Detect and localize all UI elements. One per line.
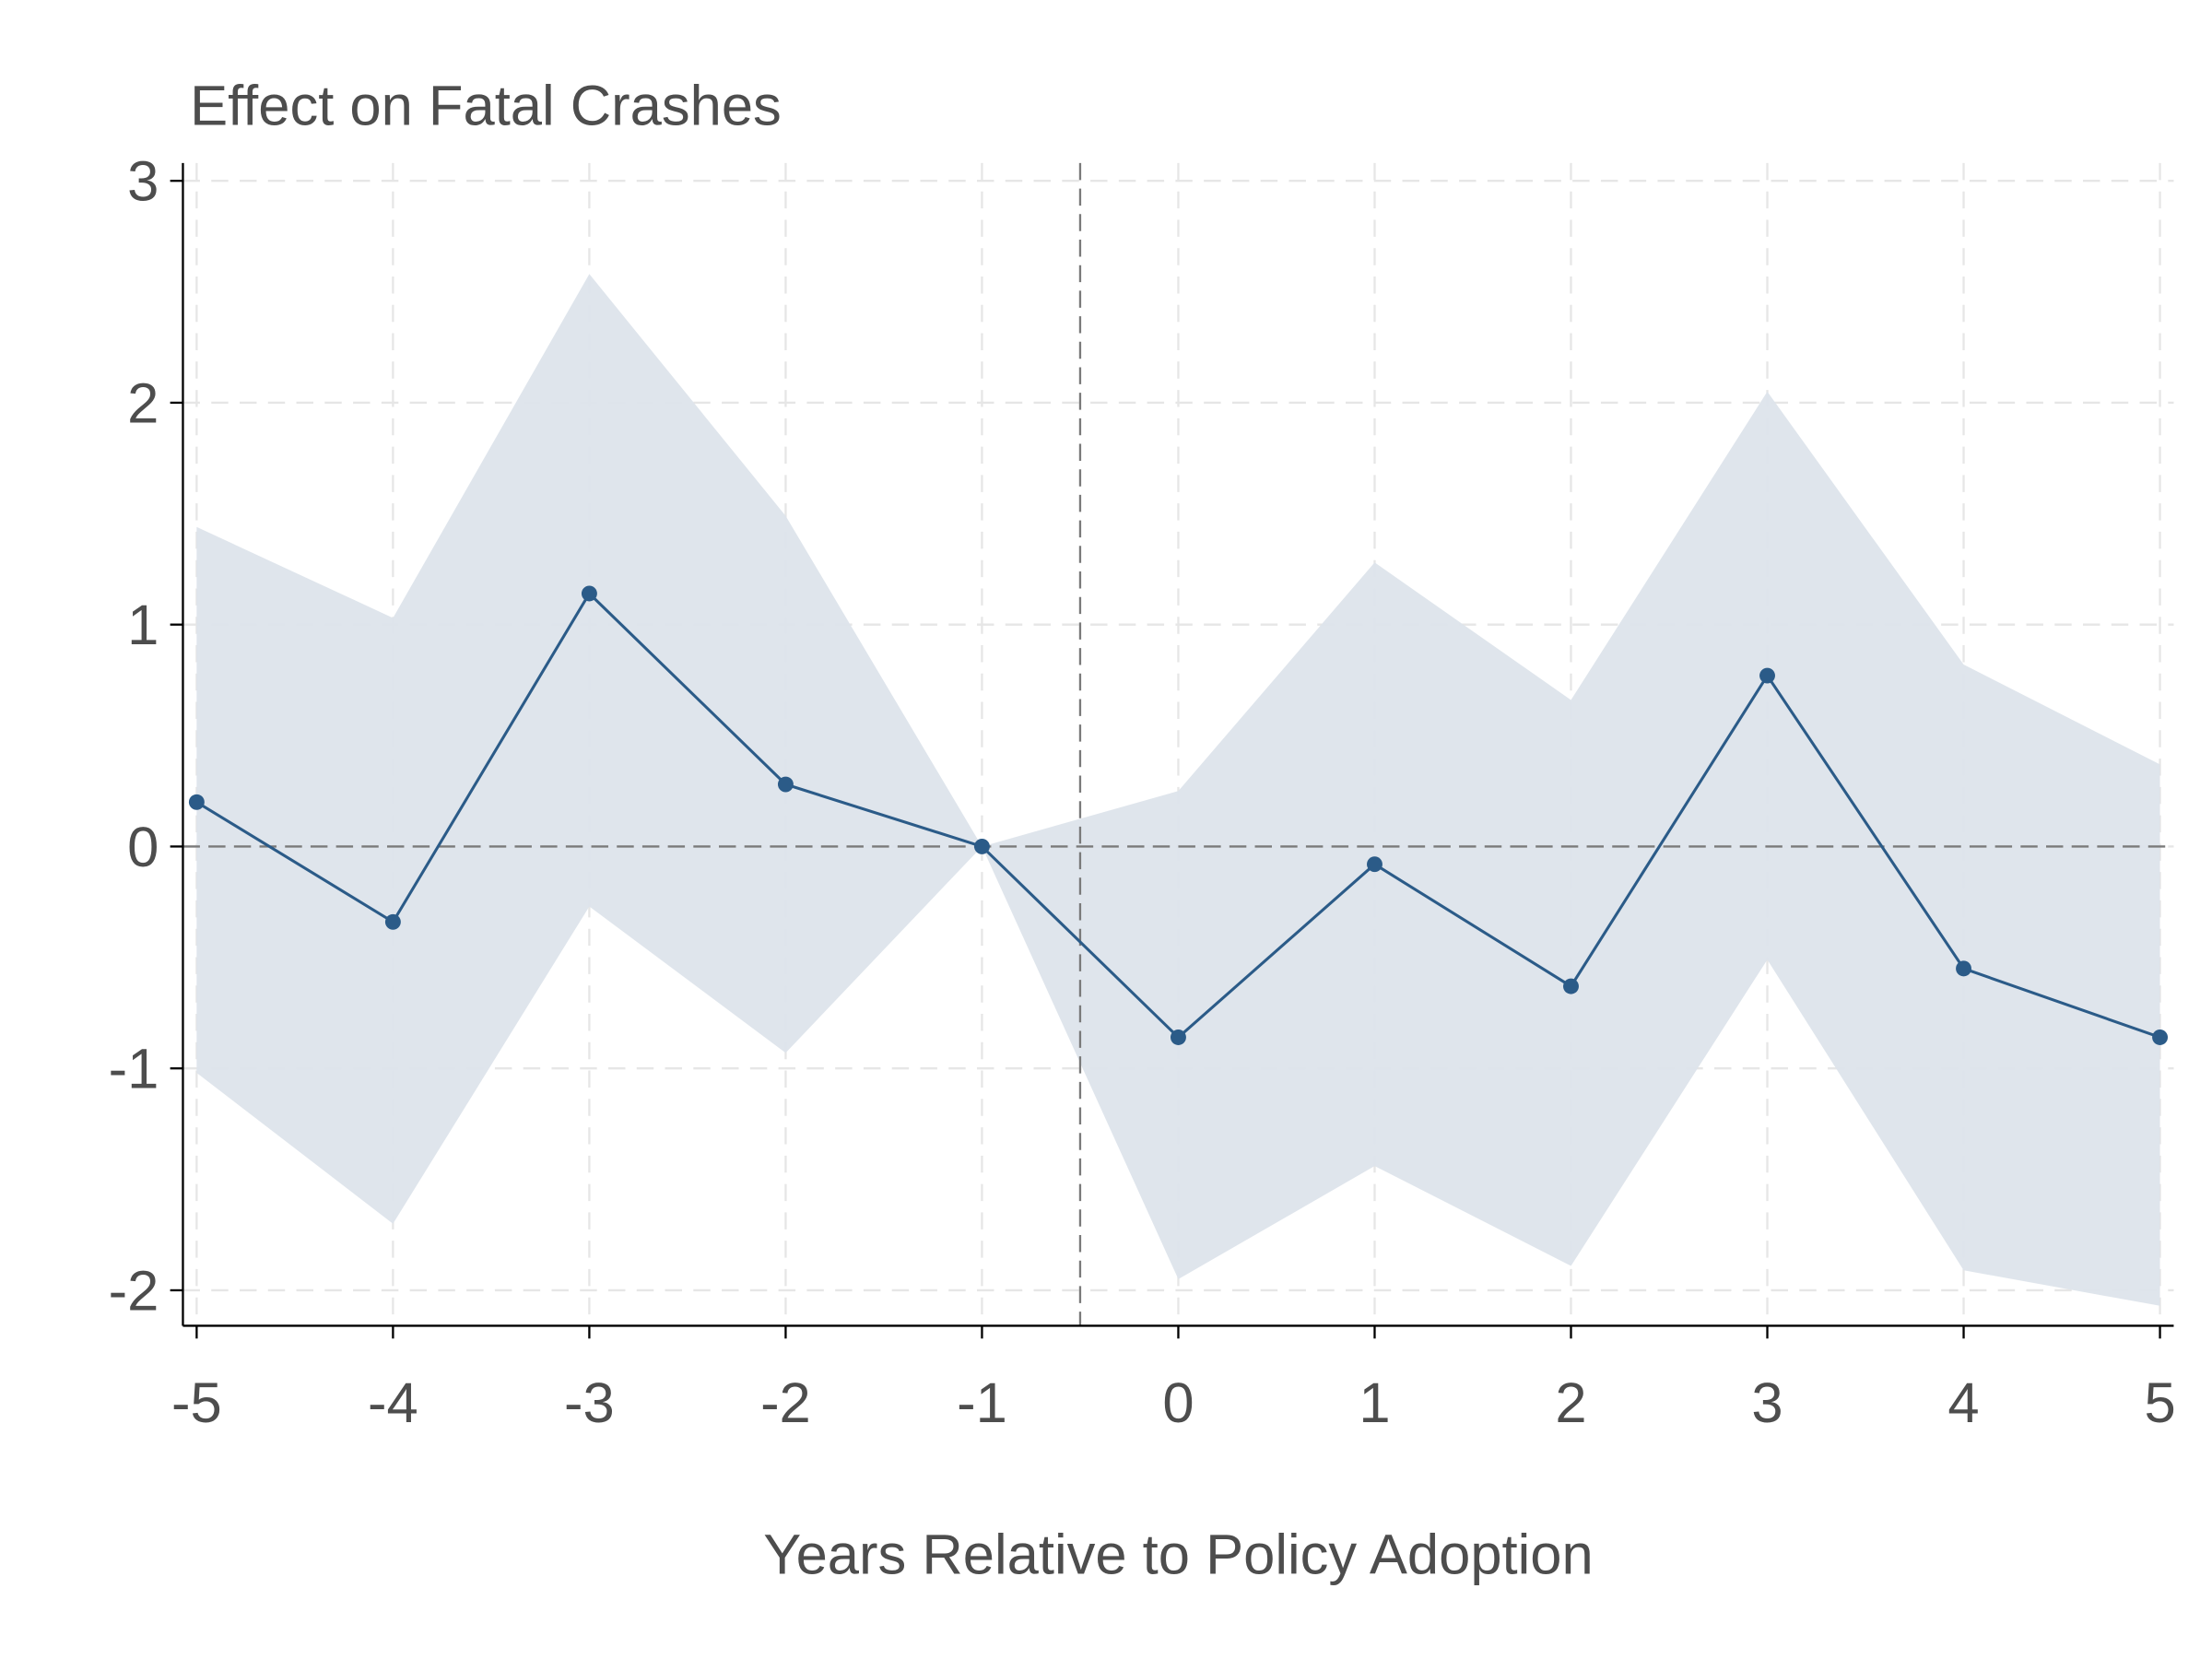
reference-lines bbox=[182, 162, 2174, 1326]
y-tick-label: -1 bbox=[109, 1038, 159, 1101]
y-tick-labels: -2 -1 0 1 2 3 bbox=[109, 150, 159, 1324]
data-points bbox=[188, 585, 2169, 1045]
x-tick-label: 5 bbox=[2144, 1371, 2175, 1435]
data-point bbox=[777, 776, 794, 793]
x-tick-label: -3 bbox=[564, 1371, 615, 1435]
x-tick-label: -1 bbox=[957, 1371, 1007, 1435]
x-tick-label: 3 bbox=[1751, 1371, 1783, 1435]
x-tick-label: -5 bbox=[171, 1371, 222, 1435]
x-tick-label: 4 bbox=[1947, 1371, 1979, 1435]
data-point bbox=[384, 913, 401, 930]
data-point bbox=[1759, 667, 1775, 684]
x-axis-title: Years Relative to Policy Adoption bbox=[763, 1524, 1594, 1587]
axes bbox=[170, 162, 2174, 1339]
data-point bbox=[1956, 960, 1971, 977]
data-point bbox=[973, 838, 990, 854]
x-tick-label: -2 bbox=[760, 1371, 811, 1435]
data-point bbox=[581, 585, 597, 602]
data-point bbox=[188, 794, 205, 810]
x-tick-label: 2 bbox=[1555, 1371, 1586, 1435]
data-point bbox=[1563, 978, 1579, 994]
x-tick-labels: -5 -4 -3 -2 -1 0 1 2 3 4 5 bbox=[171, 1371, 2176, 1435]
x-tick-label: -4 bbox=[368, 1371, 418, 1435]
y-tick-label: 2 bbox=[127, 371, 159, 435]
data-point bbox=[1171, 1030, 1186, 1045]
chart-title: Effect on Fatal Crashes bbox=[190, 74, 782, 137]
data-point bbox=[1367, 856, 1382, 873]
confidence-band bbox=[196, 274, 2160, 1306]
y-tick-label: -2 bbox=[109, 1259, 159, 1323]
y-tick-label: 0 bbox=[127, 816, 159, 879]
x-tick-label: 1 bbox=[1359, 1371, 1390, 1435]
x-tick-label: 0 bbox=[1162, 1371, 1194, 1435]
y-tick-label: 1 bbox=[127, 594, 159, 657]
y-tick-label: 3 bbox=[127, 150, 159, 214]
data-point bbox=[2152, 1030, 2169, 1045]
